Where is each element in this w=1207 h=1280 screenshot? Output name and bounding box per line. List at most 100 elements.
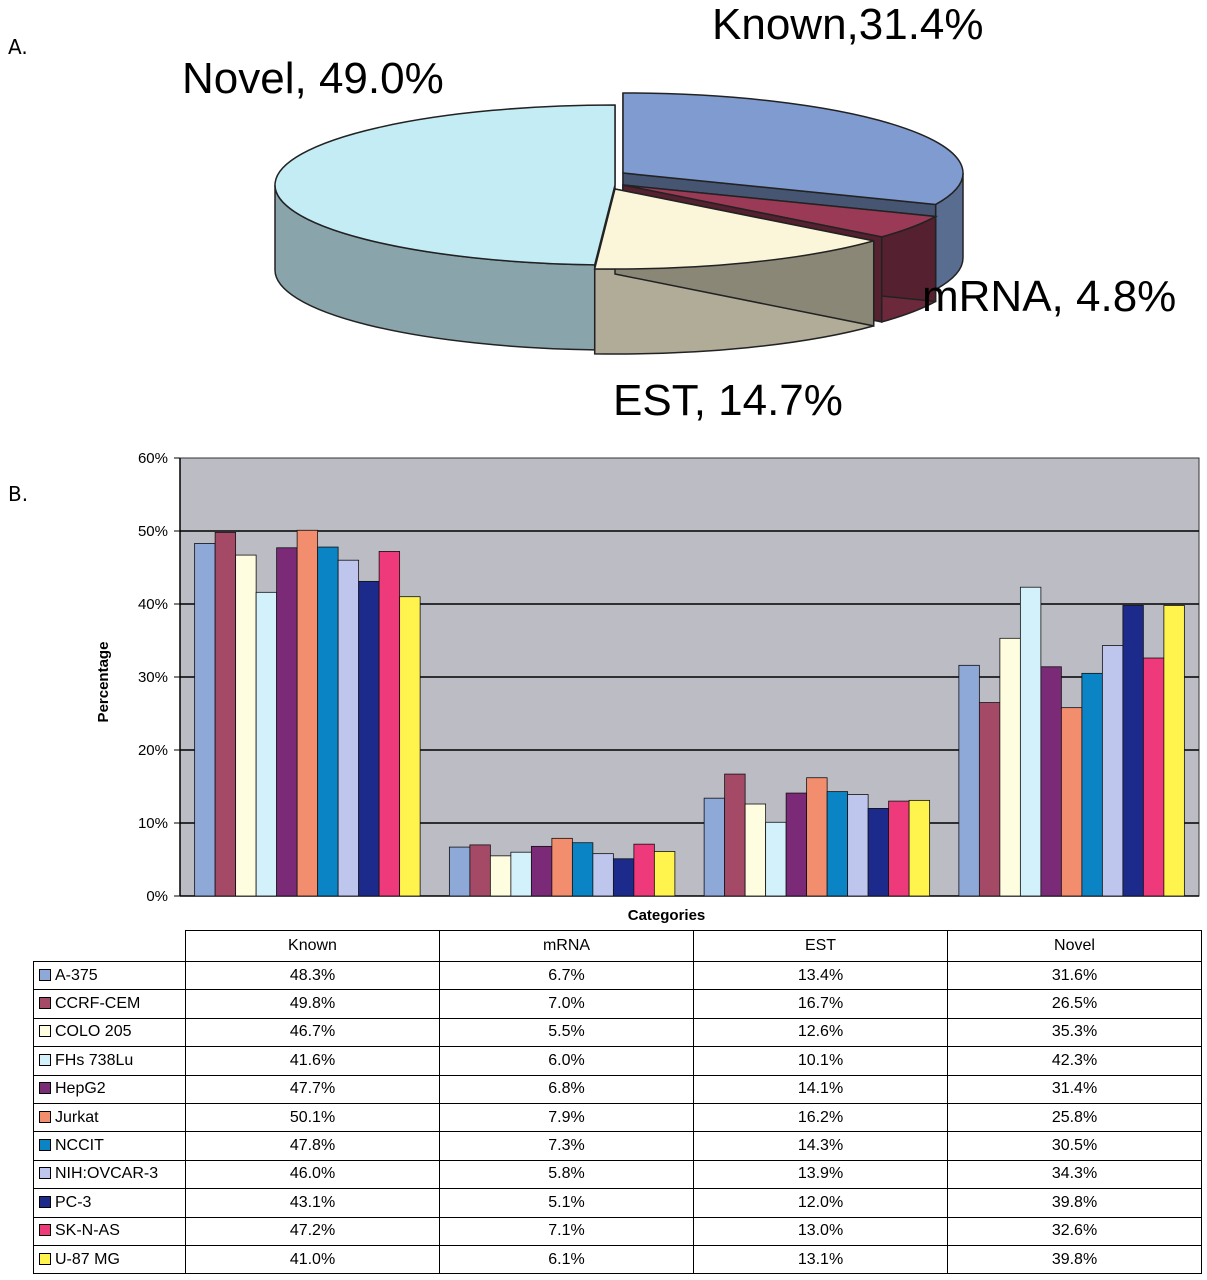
table-cell: 5.1% — [439, 1188, 694, 1218]
table-row: NCCIT 47.8% 7.3% 14.3% 30.5% — [33, 1131, 1202, 1161]
bar — [214, 532, 237, 897]
legend-label: PC-3 — [55, 1193, 92, 1211]
table-row: U-87 MG 41.0% 6.1% 13.1% 39.8% — [33, 1244, 1202, 1275]
bar — [489, 855, 512, 897]
table-cell: 5.8% — [439, 1159, 694, 1190]
bar — [194, 543, 216, 897]
table-cell: 13.9% — [693, 1159, 948, 1190]
bar — [765, 821, 787, 897]
bar — [1122, 605, 1144, 897]
legend-swatch — [39, 1139, 51, 1152]
table-cell: 13.1% — [693, 1244, 948, 1275]
table-cell: 39.8% — [947, 1244, 1202, 1275]
legend-swatch — [39, 1053, 51, 1066]
bar — [978, 702, 1001, 897]
bar — [235, 554, 257, 897]
bar — [592, 853, 614, 897]
pie-chart — [274, 92, 964, 355]
legend-swatch — [39, 968, 51, 981]
table-cell: 10.1% — [693, 1046, 948, 1076]
table-cell: 16.2% — [693, 1102, 948, 1133]
bar — [785, 792, 808, 897]
table-row: FHs 738Lu 41.6% 6.0% 10.1% 42.3% — [33, 1046, 1202, 1076]
bar — [888, 800, 910, 897]
bar — [744, 803, 767, 897]
table-row: Jurkat 50.1% 7.9% 16.2% 25.8% — [33, 1102, 1202, 1133]
bar — [317, 546, 339, 897]
table-cell: 13.4% — [693, 960, 948, 991]
table-cell: 26.5% — [947, 989, 1202, 1019]
legend-swatch — [39, 1082, 51, 1095]
bar — [255, 591, 278, 897]
y-tick-label: 50% — [138, 523, 168, 540]
y-tick-label: 10% — [138, 815, 168, 832]
panel-b-label: B. — [8, 482, 29, 506]
x-axis-title: Categories — [628, 907, 706, 924]
table-cell: 7.0% — [439, 989, 694, 1019]
table-row-label: PC-3 — [33, 1188, 186, 1218]
legend-label: NIH:OVCAR-3 — [55, 1165, 159, 1183]
bar — [296, 529, 319, 897]
table-row-label: NCCIT — [33, 1131, 186, 1161]
legend-swatch — [39, 1110, 51, 1123]
table-cell: 7.3% — [439, 1131, 694, 1161]
table-cell: 47.2% — [185, 1216, 440, 1246]
bar — [469, 844, 491, 897]
table-cell: 46.7% — [185, 1017, 440, 1048]
y-tick-label: 60% — [138, 450, 168, 467]
legend-swatch — [39, 1252, 51, 1265]
bar — [724, 773, 746, 897]
pie-slice — [622, 92, 964, 206]
pie-slice — [622, 184, 939, 238]
table-row-label: U-87 MG — [33, 1244, 186, 1275]
table-header-row: Known mRNA EST Novel — [33, 930, 1202, 962]
table-cell: 31.4% — [947, 1074, 1202, 1104]
legend-swatch — [39, 1167, 51, 1180]
table-row: PC-3 43.1% 5.1% 12.0% 39.8% — [33, 1188, 1202, 1218]
table-corner — [33, 930, 186, 962]
legend-label: COLO 205 — [55, 1023, 132, 1041]
pie-label-est: EST, 14.7% — [613, 376, 843, 425]
bar — [958, 664, 980, 897]
bar — [826, 791, 849, 897]
legend-label: U-87 MG — [55, 1250, 120, 1268]
table-row-label: COLO 205 — [33, 1017, 186, 1048]
table-cell: 7.1% — [439, 1216, 694, 1246]
table-header-est: EST — [693, 930, 948, 962]
bar — [847, 794, 869, 897]
table-row-label: NIH:OVCAR-3 — [33, 1159, 186, 1190]
table-cell: 43.1% — [185, 1188, 440, 1218]
table-cell: 34.3% — [947, 1159, 1202, 1190]
table-cell: 14.1% — [693, 1074, 948, 1104]
table-cell: 32.6% — [947, 1216, 1202, 1246]
bar — [867, 807, 890, 897]
pie-label-known: Known,31.4% — [712, 0, 984, 49]
bar — [571, 842, 594, 897]
table-row-label: A-375 — [33, 960, 186, 991]
bar — [358, 580, 380, 897]
bar — [612, 858, 635, 897]
table-cell: 35.3% — [947, 1017, 1202, 1048]
y-tick-label: 40% — [138, 596, 168, 613]
bar — [337, 559, 360, 897]
table-cell: 12.0% — [693, 1188, 948, 1218]
bar — [276, 547, 298, 897]
bar — [999, 637, 1021, 897]
bar — [1101, 645, 1124, 897]
bar — [1060, 707, 1083, 897]
table-cell: 16.7% — [693, 989, 948, 1019]
table-cell: 41.6% — [185, 1046, 440, 1076]
bar — [510, 851, 532, 897]
legend-label: SK-N-AS — [55, 1222, 120, 1240]
table-cell: 49.8% — [185, 989, 440, 1019]
bar — [1040, 666, 1062, 897]
bar — [653, 851, 676, 897]
legend-label: CCRF-CEM — [55, 995, 141, 1013]
table-header-novel: Novel — [947, 930, 1202, 962]
table-row: SK-N-AS 47.2% 7.1% 13.0% 32.6% — [33, 1216, 1202, 1246]
bar — [378, 551, 401, 897]
table-row-label: FHs 738Lu — [33, 1046, 186, 1076]
pie-slice — [274, 104, 616, 266]
table-row-label: CCRF-CEM — [33, 989, 186, 1019]
legend-swatch — [39, 997, 51, 1010]
